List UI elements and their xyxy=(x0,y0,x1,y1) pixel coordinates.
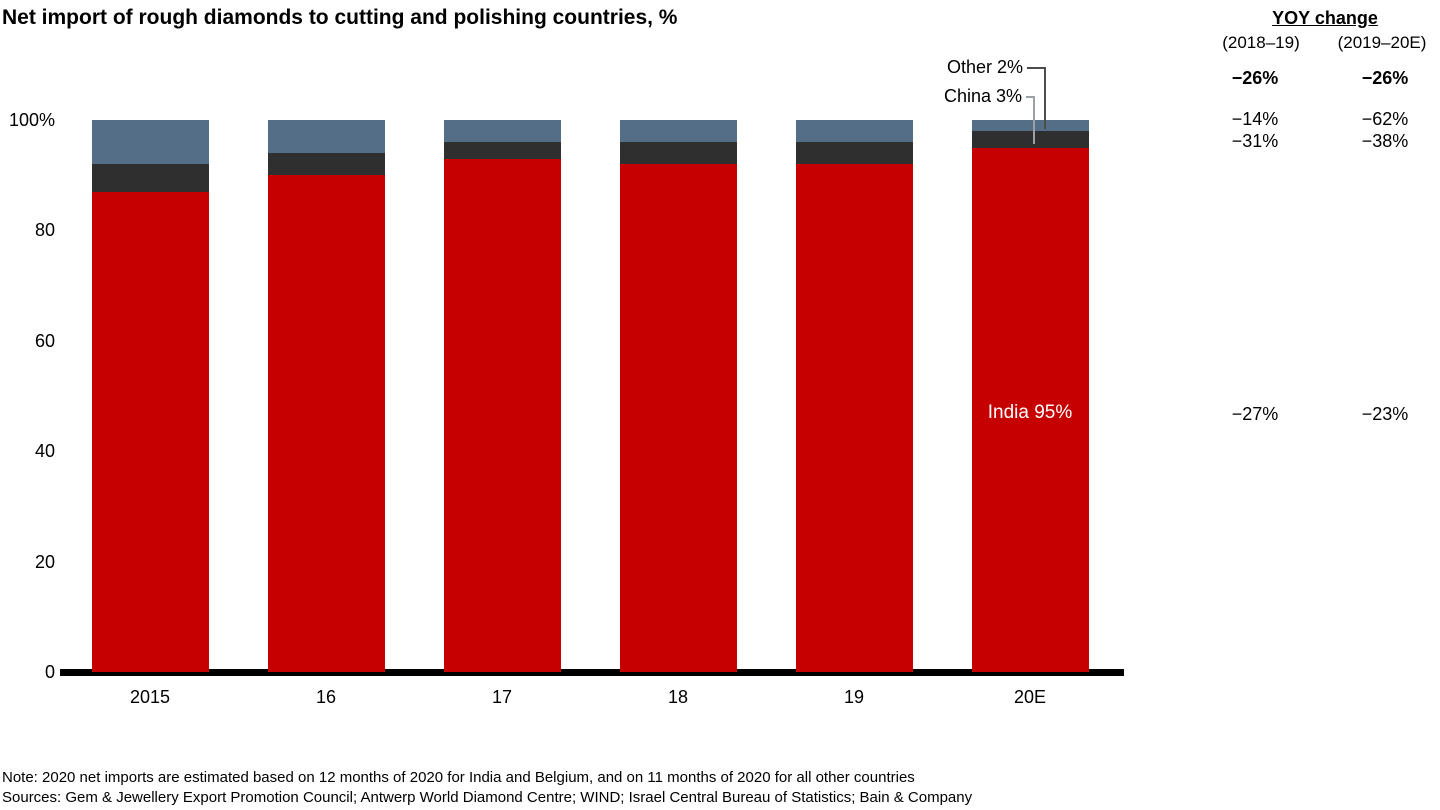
yoy-india-2018-19: −27% xyxy=(1231,404,1279,424)
bar-segment-china-20e xyxy=(971,131,1089,148)
bar-segment-china-18 xyxy=(619,142,737,165)
x-axis-line xyxy=(60,669,1124,676)
x-axis-label-2015: 2015 xyxy=(129,687,171,707)
yoy-column-2018-19: (2018–19) xyxy=(1222,33,1300,52)
plot-area: 2015 16 17 18 19 20E 100% 80 60 40 20 0 xyxy=(8,110,1124,707)
annotation-china: China 3% xyxy=(943,86,1022,106)
bar-segment-other-2015 xyxy=(91,120,209,165)
bar-segment-india-2015 xyxy=(91,191,209,672)
chart-title: Net import of rough diamonds to cutting … xyxy=(2,6,678,29)
y-axis-label-0: 0 xyxy=(44,662,55,682)
x-axis-label-19: 19 xyxy=(843,687,865,707)
leader-line-other-horizontal xyxy=(1027,67,1045,69)
bar-segment-india-17 xyxy=(443,158,561,672)
y-axis-label-40: 40 xyxy=(34,441,55,462)
leader-line-other-vertical xyxy=(1044,67,1046,129)
x-axis-label-17: 17 xyxy=(491,687,513,707)
sources: Sources: Gem & Jewellery Export Promotio… xyxy=(2,789,973,806)
bar-segment-other-16 xyxy=(267,120,385,154)
bar-segment-india-20e xyxy=(971,147,1089,672)
bar-segment-china-17 xyxy=(443,142,561,159)
bar-segment-other-18 xyxy=(619,120,737,143)
yoy-china-2019-20e: −38% xyxy=(1361,131,1409,151)
yoy-total-2019-20e: −26% xyxy=(1361,68,1409,88)
yoy-total-2018-19: −26% xyxy=(1231,68,1279,88)
x-axis-label-16: 16 xyxy=(315,687,337,707)
bar-segment-china-16 xyxy=(267,153,385,176)
footnote: Note: 2020 net imports are estimated bas… xyxy=(2,769,915,786)
yoy-other-2018-19: −14% xyxy=(1231,109,1279,129)
yoy-other-2019-20e: −62% xyxy=(1361,109,1409,129)
annotation-india: India 95% xyxy=(987,402,1073,423)
bar-segment-other-20e xyxy=(971,120,1089,132)
bar-segment-india-18 xyxy=(619,164,737,672)
y-axis-label-60: 60 xyxy=(34,330,55,351)
bar-segment-india-19 xyxy=(795,164,913,672)
bar-segment-china-2015 xyxy=(91,164,209,192)
y-axis-label-100: 100% xyxy=(8,110,55,130)
x-axis-label-20e: 20E xyxy=(1013,687,1047,707)
y-axis-label-80: 80 xyxy=(34,220,55,241)
yoy-column-2019-20e: (2019–20E) xyxy=(1337,33,1427,52)
bar-segment-china-19 xyxy=(795,142,913,165)
y-axis-label-20: 20 xyxy=(34,551,55,572)
bar-segment-other-17 xyxy=(443,120,561,143)
leader-line-china-horizontal xyxy=(1026,96,1035,98)
bar-segment-other-19 xyxy=(795,120,913,143)
yoy-india-2019-20e: −23% xyxy=(1361,404,1409,424)
leader-line-china-vertical xyxy=(1033,96,1035,144)
bar-segment-india-16 xyxy=(267,175,385,672)
yoy-change-header: YOY change xyxy=(1272,8,1378,28)
x-axis-label-18: 18 xyxy=(667,687,689,707)
yoy-china-2018-19: −31% xyxy=(1231,131,1279,151)
annotation-other: Other 2% xyxy=(946,57,1023,77)
